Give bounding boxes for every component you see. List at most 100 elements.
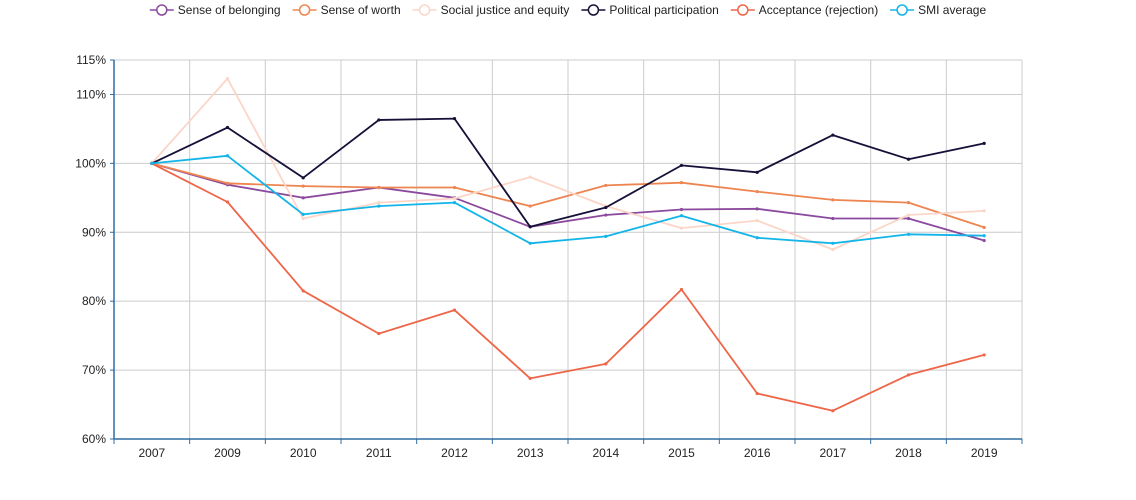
legend-circle-marker [587, 4, 600, 16]
y-tick-label: 70% [82, 363, 106, 377]
data-point [301, 196, 305, 200]
data-point [831, 409, 835, 413]
data-point [452, 308, 457, 312]
legend-label: Acceptance (rejection) [759, 3, 878, 17]
data-point [831, 133, 835, 137]
data-point [831, 247, 835, 252]
legend-item[interactable]: Political participation [581, 3, 719, 17]
legend-circle-marker [737, 4, 749, 16]
data-point [301, 176, 305, 180]
data-point [755, 190, 759, 194]
x-tick-label: 2016 [744, 446, 771, 460]
data-point [906, 216, 911, 221]
legend-item[interactable]: Sense of worth [292, 3, 401, 17]
x-tick-label: 2011 [366, 446, 392, 460]
data-point [225, 200, 230, 204]
data-point [452, 185, 457, 190]
data-point [982, 234, 986, 238]
data-point [755, 207, 759, 211]
y-tick-label: 90% [82, 225, 106, 239]
legend-label: Social justice and equity [441, 3, 570, 17]
x-tick-label: 2009 [214, 446, 241, 460]
data-point [528, 376, 532, 380]
data-point [755, 170, 759, 174]
data-point [528, 241, 532, 245]
data-point [377, 331, 381, 336]
data-point [225, 125, 230, 130]
series-line-6 [150, 154, 986, 245]
data-point [150, 161, 154, 165]
x-tick-label: 2018 [895, 446, 922, 460]
data-point [982, 225, 986, 230]
series-line-4 [150, 117, 986, 228]
legend-circle-marker [156, 4, 168, 16]
series-line-3 [150, 77, 986, 251]
data-point [301, 216, 305, 221]
data-point [225, 77, 230, 81]
series-line-2 [150, 162, 986, 229]
data-point [225, 181, 230, 185]
data-point [604, 183, 608, 188]
legend: Sense of belonging Sense of worth Social j… [149, 3, 986, 17]
data-point [755, 236, 759, 240]
y-tick-label: 115% [76, 53, 106, 67]
data-point [906, 232, 911, 236]
data-point [982, 141, 986, 145]
y-tick-label: 80% [82, 294, 106, 308]
data-point [604, 362, 608, 366]
data-point [377, 201, 381, 205]
x-axis-tick-labels: 2007 2009 2010 2011 2012 2013 2014 2015 2016 2017… [138, 446, 997, 460]
data-point [906, 213, 911, 217]
data-point [906, 373, 911, 377]
data-point [831, 198, 835, 202]
data-point [604, 213, 608, 217]
data-point [452, 201, 457, 205]
y-axis-tick-labels: 60% 70% 80% 90% 100% 110% 115% [75, 53, 106, 446]
axes [110, 59, 1023, 444]
data-point [906, 201, 911, 205]
y-tick-label: 60% [82, 432, 106, 446]
data-point [452, 116, 457, 121]
data-point [377, 118, 381, 122]
data-point [906, 157, 911, 161]
y-tick-label: 110% [76, 87, 106, 101]
data-point [982, 238, 986, 243]
data-point [528, 175, 532, 179]
data-point [225, 154, 230, 158]
data-point [301, 289, 305, 293]
legend-circle-marker [298, 4, 311, 16]
data-point [301, 184, 305, 188]
gridlines [114, 59, 1023, 439]
x-tick-label: 2014 [592, 446, 619, 460]
x-tick-label: 2010 [290, 446, 317, 460]
legend-label: Sense of worth [321, 3, 401, 17]
legend-item[interactable]: Acceptance (rejection) [730, 3, 878, 17]
data-point [679, 207, 684, 212]
data-point [452, 196, 457, 201]
data-point [301, 212, 305, 216]
data-point [755, 391, 759, 396]
data-point [679, 214, 684, 218]
data-point [528, 204, 532, 208]
data-point [679, 287, 684, 292]
data-point [604, 205, 608, 210]
legend-label: SMI average [918, 3, 986, 17]
legend-item[interactable]: SMI average [890, 3, 986, 17]
legend-circle-marker [418, 4, 431, 16]
legend-item[interactable]: Sense of belonging [149, 3, 281, 17]
x-tick-label: 2019 [971, 446, 998, 460]
data-point [755, 218, 759, 223]
x-tick-label: 2007 [138, 446, 165, 460]
data-point [831, 216, 835, 221]
data-point [982, 353, 986, 357]
x-tick-label: 2013 [517, 446, 544, 460]
legend-circle-marker [896, 4, 908, 16]
legend-item[interactable]: Social justice and equity [412, 3, 570, 17]
y-tick-label: 100% [75, 156, 106, 170]
data-point [679, 226, 684, 230]
data-point [377, 204, 381, 208]
data-point [831, 241, 835, 245]
data-point [377, 185, 381, 190]
x-tick-label: 2015 [668, 446, 695, 460]
